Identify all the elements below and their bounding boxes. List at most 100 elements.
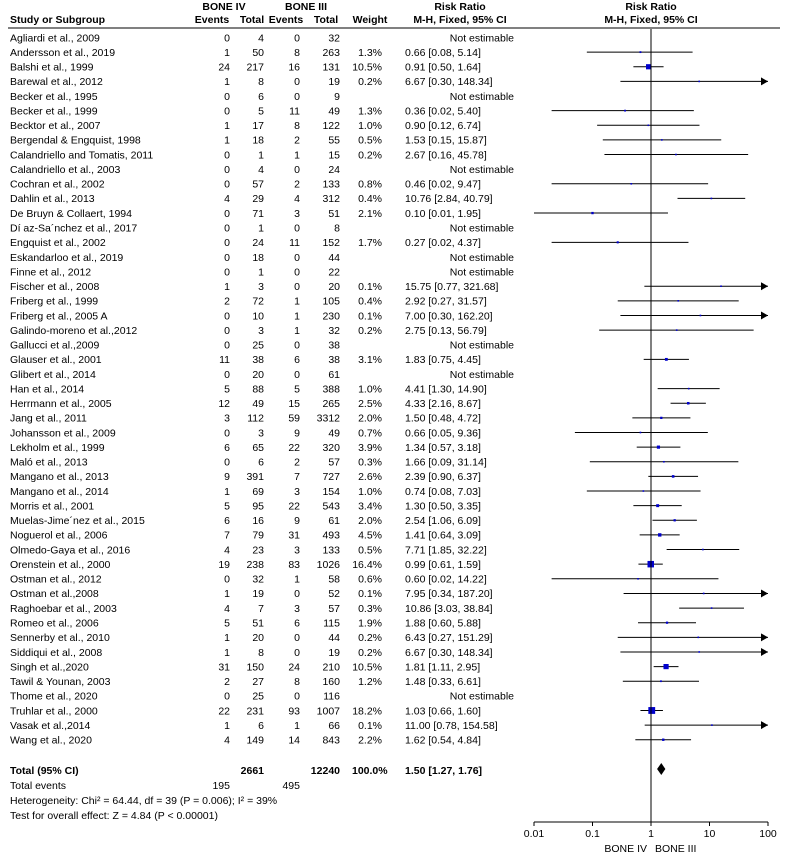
total-exp: 112: [247, 413, 264, 425]
study-row: Andersson et al., 2019 1 50 8 263 1.3% 0.66 [0…: [10, 47, 481, 59]
total-exp: 65: [252, 442, 264, 454]
point-estimate: [686, 401, 690, 405]
events-exp: 1: [224, 76, 230, 88]
study-name: Lekholm et al., 1999: [10, 442, 105, 454]
total-exp: 1: [258, 266, 264, 278]
study-mark: [670, 401, 706, 405]
study-name: Dahlin et al., 2013: [10, 193, 95, 205]
total-ctrl: 19: [328, 647, 340, 659]
weight: 2.5%: [358, 398, 382, 410]
total-exp: 17: [252, 120, 264, 132]
total-ctrl: 61: [328, 369, 340, 381]
point-estimate: [591, 211, 594, 215]
ci-text: 0.74 [0.08, 7.03]: [405, 486, 481, 498]
ci-text: 1.34 [0.57, 3.18]: [405, 442, 481, 454]
events-ctrl: 1: [294, 574, 300, 586]
study-row: Siddiqui et al., 2008 1 8 0 19 0.2% 6.67 [0.30…: [10, 647, 493, 659]
ci-text: 7.71 [1.85, 32.22]: [405, 544, 487, 556]
total-ctrl: 49: [328, 427, 340, 439]
study-name: Dí az-Sa´nchez et al., 2017: [10, 222, 137, 234]
total-ctrl: 154: [322, 486, 340, 498]
total-ctrl: 122: [322, 120, 340, 132]
total-ctrl: 44: [328, 252, 340, 264]
events-ctrl: 0: [294, 691, 300, 703]
study-row: Eskandarloo et al., 2019 0 18 0 44 Not estima…: [10, 252, 514, 264]
weight: 1.2%: [358, 676, 382, 688]
total-exp: 79: [252, 530, 264, 542]
favours-left-label: BONE IV: [604, 843, 647, 855]
events-exp: 3: [224, 413, 230, 425]
study-name: Gallucci et al.,2009: [10, 340, 99, 352]
header-rr-line2: M-H, Fixed, 95% CI: [413, 14, 506, 26]
total-exp: 20: [252, 369, 264, 381]
total-ctrl: 58: [328, 574, 340, 586]
events-exp: 4: [224, 603, 230, 615]
events-ctrl: 83: [288, 559, 300, 571]
study-name: Cochran et al., 2002: [10, 179, 105, 191]
events-exp: 0: [224, 574, 230, 586]
weight: 2.2%: [358, 735, 382, 747]
total-ctrl: 388: [322, 383, 340, 395]
events-exp: 0: [224, 340, 230, 352]
weight: 10.5%: [352, 661, 382, 673]
total-exp: 24: [252, 237, 264, 249]
study-row: Fischer et al., 2008 1 3 0 20 0.1% 15.75 [0.77…: [10, 281, 498, 293]
weight: 2.0%: [358, 515, 382, 527]
total-exp: 57: [252, 179, 264, 191]
events-ctrl: 1: [294, 310, 300, 322]
total-ctrl: 57: [328, 603, 340, 615]
point-estimate: [648, 707, 656, 714]
study-name: Finne et al., 2012: [10, 266, 91, 278]
events-ctrl: 0: [294, 647, 300, 659]
point-estimate: [710, 197, 713, 200]
study-name: Raghoebar et al., 2003: [10, 603, 117, 615]
study-row: Herrmann et al., 2005 12 49 15 265 2.5% 4.33 […: [10, 398, 481, 410]
total-exp: 6: [258, 91, 264, 103]
weight: 0.1%: [358, 720, 382, 732]
study-row: Agliardi et al., 2009 0 4 0 32 Not estimable: [10, 32, 514, 44]
total-exp: 23: [252, 544, 264, 556]
ci-text: 1.83 [0.75, 4.45]: [405, 354, 481, 366]
total-exp: 10: [252, 310, 264, 322]
total-exp: 4: [258, 164, 264, 176]
point-estimate: [662, 738, 665, 741]
events-exp: 24: [218, 62, 230, 74]
study-mark: [620, 647, 768, 656]
weight: 4.5%: [358, 530, 382, 542]
total-exp: 19: [252, 588, 264, 600]
events-ctrl: 2: [294, 135, 300, 147]
ci-text: 4.41 [1.30, 14.90]: [405, 383, 487, 395]
study-row: Cochran et al., 2002 0 57 2 133 0.8% 0.46 [0.0…: [10, 179, 481, 191]
study-name: Mangano et al., 2013: [10, 471, 109, 483]
events-ctrl: 14: [288, 735, 300, 747]
events-ctrl: 0: [294, 588, 300, 600]
total-exp: 3: [258, 281, 264, 293]
study-row: De Bruyn & Collaert, 1994 0 71 3 51 2.1% 0.10 …: [10, 208, 481, 220]
study-row: Olmedo-Gaya et al., 2016 4 23 3 133 0.5% 7.71 …: [10, 544, 487, 556]
weight: 0.1%: [358, 588, 382, 600]
study-name: Sennerby et al., 2010: [10, 632, 110, 644]
study-mark: [597, 124, 700, 127]
header-plot-line1: Risk Ratio: [625, 1, 676, 13]
point-estimate: [656, 504, 660, 508]
weight: 1.0%: [358, 120, 382, 132]
weight: 10.5%: [352, 62, 382, 74]
study-mark: [653, 663, 679, 670]
point-estimate: [698, 651, 701, 653]
ci-arrow-right: [761, 77, 768, 86]
weight: 0.5%: [358, 544, 382, 556]
weight: 0.1%: [358, 281, 382, 293]
total-ctrl: 230: [322, 310, 340, 322]
study-mark: [643, 357, 689, 361]
ci-text: Not estimable: [450, 340, 514, 352]
study-mark: [551, 109, 694, 112]
ci-text: Not estimable: [450, 369, 514, 381]
study-mark: [534, 211, 668, 215]
point-estimate: [677, 300, 680, 302]
study-row: Ostman et al., 2012 0 32 1 58 0.6% 0.60 [0.02,…: [10, 574, 487, 586]
events-ctrl: 8: [294, 676, 300, 688]
events-exp: 0: [224, 457, 230, 469]
study-mark: [617, 300, 739, 302]
study-row: Jang et al., 2011 3 112 59 3312 2.0% 1.50 [0.4…: [10, 413, 481, 425]
point-estimate: [720, 285, 722, 288]
